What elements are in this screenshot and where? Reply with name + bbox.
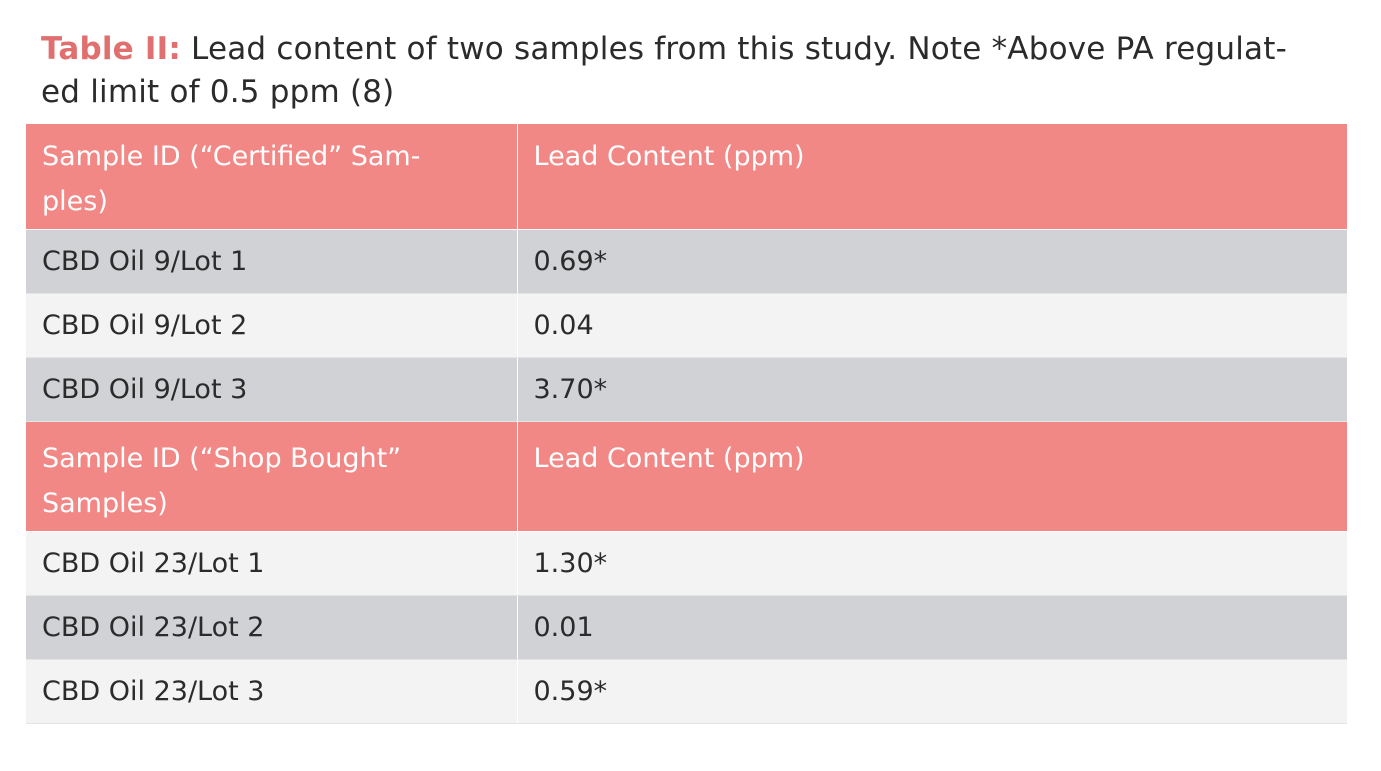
table-row: CBD Oil 23/Lot 1 1.30*	[26, 531, 1347, 596]
lead-value-cell: 0.04	[517, 293, 1347, 358]
sample-id-cell: CBD Oil 23/Lot 1	[26, 531, 518, 596]
header-row-certified: Sample ID (“Certified” Sam-ples) Lead Co…	[26, 124, 1347, 230]
header-sample-id-certified: Sample ID (“Certified” Sam-ples)	[26, 124, 518, 230]
sample-id-cell: CBD Oil 23/Lot 3	[26, 659, 518, 724]
caption-label: Table II:	[41, 31, 181, 67]
lead-value-cell: 0.01	[517, 595, 1347, 660]
sample-id-cell: CBD Oil 9/Lot 1	[26, 229, 518, 294]
table-row: CBD Oil 9/Lot 3 3.70*	[26, 357, 1347, 422]
caption-text: Lead content of two samples from this st…	[41, 31, 1287, 110]
sample-id-cell: CBD Oil 9/Lot 3	[26, 357, 518, 422]
header-lead-content: Lead Content (ppm)	[517, 124, 1347, 230]
sample-id-cell: CBD Oil 9/Lot 2	[26, 293, 518, 358]
header-row-shop-bought: Sample ID (“Shop Bought” Samples) Lead Co…	[26, 421, 1347, 532]
table-row: CBD Oil 9/Lot 2 0.04	[26, 293, 1347, 358]
lead-content-table: Sample ID (“Certified” Sam-ples) Lead Co…	[26, 124, 1347, 724]
lead-value-cell: 0.69*	[517, 229, 1347, 294]
table-row: CBD Oil 9/Lot 1 0.69*	[26, 229, 1347, 294]
table-row: CBD Oil 23/Lot 3 0.59*	[26, 659, 1347, 724]
header-sample-id-shop-bought: Sample ID (“Shop Bought” Samples)	[26, 421, 518, 532]
table-caption: Table II: Lead content of two samples fr…	[41, 28, 1341, 114]
lead-value-cell: 0.59*	[517, 659, 1347, 724]
lead-value-cell: 1.30*	[517, 531, 1347, 596]
header-lead-content: Lead Content (ppm)	[517, 421, 1347, 532]
lead-value-cell: 3.70*	[517, 357, 1347, 422]
table-row: CBD Oil 23/Lot 2 0.01	[26, 595, 1347, 660]
sample-id-cell: CBD Oil 23/Lot 2	[26, 595, 518, 660]
